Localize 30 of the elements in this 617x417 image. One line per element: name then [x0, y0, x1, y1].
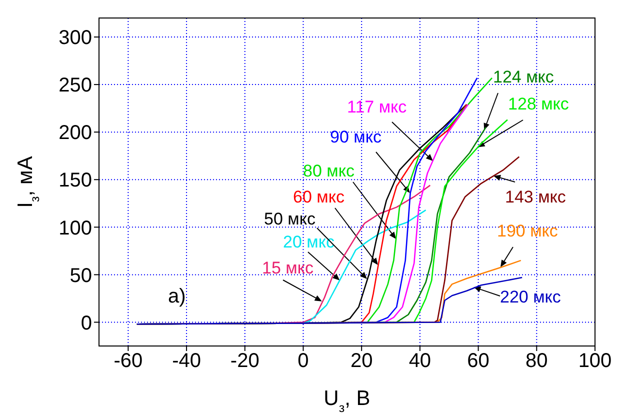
y-tick-label: 200 [58, 122, 92, 144]
x-tick-label: 80 [526, 350, 548, 372]
x-tick-label: 100 [578, 350, 612, 372]
annotation: 143 мкс [505, 187, 566, 206]
annotation: 60 мкс [293, 187, 345, 206]
x-tick-label: 60 [467, 350, 490, 372]
annotation: 128 мкс [508, 94, 570, 114]
annotation: 190 мкс [497, 221, 558, 240]
annotation: 117 мкс [347, 97, 408, 116]
x-tick-label: -60 [114, 350, 143, 372]
y-tick-label: 150 [58, 170, 92, 192]
x-tick-label: 20 [350, 350, 373, 372]
x-axis-title: U$_{з}$, В [324, 387, 370, 415]
y-tick-label: 250 [58, 74, 92, 97]
y-tick-label: 50 [70, 264, 92, 287]
x-tick-label: 40 [408, 350, 432, 372]
x-tick-label: -40 [172, 350, 201, 372]
annotation: 50 мкс [264, 209, 316, 228]
annotation: 80 мкс [303, 161, 355, 180]
y-tick-label: 0 [80, 312, 92, 334]
annotation: 124 мкс [493, 67, 554, 86]
x-tick-label: -20 [230, 350, 260, 372]
annotation: a) [168, 285, 186, 308]
y-tick-label: 300 [58, 27, 92, 50]
annotation: 15 мкс [262, 258, 314, 278]
annotation: 220 мкс [500, 287, 562, 306]
annotation: 90 мкс [330, 127, 382, 146]
y-tick-label: 100 [58, 217, 92, 240]
annotation: 20 мкс [283, 232, 335, 252]
x-tick-label: 0 [298, 350, 309, 372]
